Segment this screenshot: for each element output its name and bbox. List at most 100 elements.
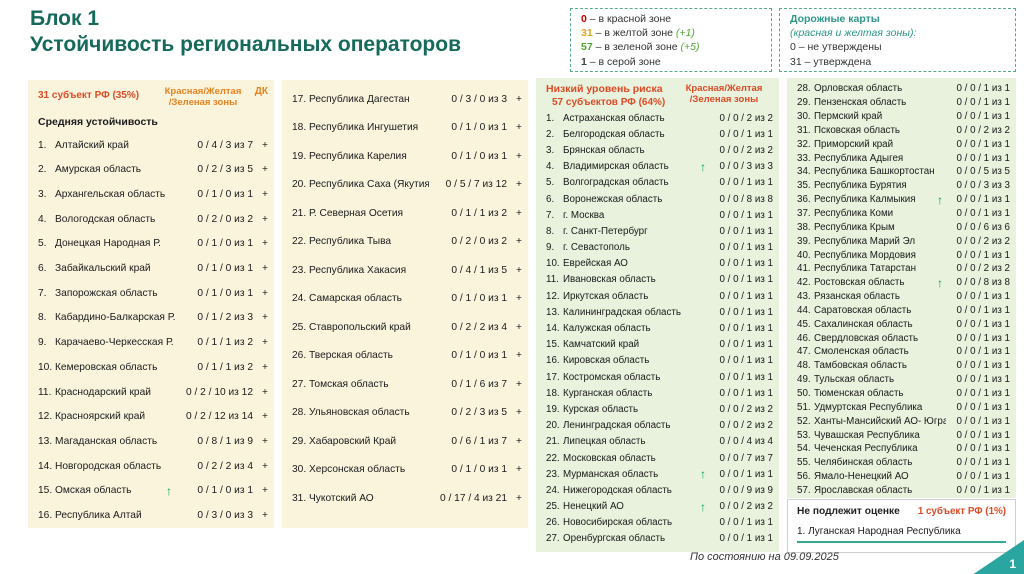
zone-values: 0 / 0 / 1 из 1: [719, 533, 773, 545]
region-row: 54. Чеченская Республика 0 / 0 / 1 из 1: [797, 442, 1010, 456]
page-number: 1: [1009, 557, 1016, 571]
legend-roadmaps-title: Дорожные карты: [790, 13, 880, 25]
zone-values: 0 / 1 / 0 из 1: [197, 189, 253, 200]
zone-values: 0 / 0 / 1 из 1: [956, 83, 1010, 95]
zone-values: 0 / 0 / 5 из 5: [956, 166, 1010, 178]
roadmap-plus: +: [516, 150, 522, 162]
region-number: 51.: [797, 401, 811, 413]
medium-subtitle: Средняя устойчивость: [38, 115, 158, 128]
zone-values: 0 / 1 / 0 из 1: [451, 122, 507, 134]
legend-roadmaps: Дорожные карты (красная и желтая зоны): …: [779, 8, 1016, 72]
region-name: Запорожская область: [55, 287, 158, 299]
roadmap-plus: +: [262, 485, 268, 497]
region-row: 5. Донецкая Народная Р. 0 / 1 / 0 из 1 +: [38, 232, 268, 257]
zone-values: 0 / 1 / 0 из 1: [451, 350, 507, 362]
region-number: 57.: [797, 484, 811, 496]
zone-values: 0 / 0 / 1 из 1: [956, 429, 1010, 441]
region-row: 6. Воронежская область 0 / 0 / 8 из 8: [546, 191, 773, 207]
region-row: 27. Оренбургская область 0 / 0 / 1 из 1: [546, 531, 773, 547]
roadmap-legend-item: 0 – не утверждены: [790, 41, 882, 54]
zone-values: 0 / 1 / 0 из 1: [197, 287, 253, 299]
roadmap-plus: +: [262, 411, 268, 423]
region-name: Ленинградская область: [563, 420, 671, 432]
region-row: 36. Республика Калмыкия ↑ 0 / 0 / 1 из 1: [797, 193, 1010, 207]
region-name: Ульяновская область: [309, 407, 410, 419]
zone-values: 0 / 1 / 0 из 1: [451, 293, 507, 305]
region-row: 15. Камчатский край 0 / 0 / 1 из 1: [546, 337, 773, 353]
panel-medium-stability-col2: 17. Республика Дагестан 0 / 3 / 0 из 3 +18.…: [282, 80, 528, 528]
not-assessed-box: Не подлежит оценке 1 субъект РФ (1%) 1. …: [787, 499, 1016, 553]
region-name: Чеченская Республика: [814, 443, 918, 455]
region-name: Забайкальский край: [55, 263, 151, 275]
zone-values: 0 / 17 / 4 из 21: [440, 492, 507, 504]
legend-zone-item: 57 – в зеленой зоне (+5): [581, 41, 700, 54]
page-title-line1: Блок 1: [30, 7, 100, 30]
zone-values: 0 / 0 / 1 из 1: [956, 346, 1010, 358]
region-row: 10. Кемеровская область 0 / 1 / 1 из 2 +: [38, 355, 268, 380]
region-name: Пермский край: [814, 111, 883, 123]
region-name: Приморский край: [814, 138, 894, 150]
region-number: 24.: [292, 293, 307, 305]
zone-values: 0 / 0 / 1 из 1: [956, 360, 1010, 372]
region-number: 7.: [38, 287, 47, 299]
improvement-up-arrow-icon: ↑: [937, 192, 943, 207]
region-number: 25.: [292, 321, 307, 333]
legend-zone-item: 0 – в красной зоне: [581, 13, 672, 25]
region-row: 41. Республика Татарстан 0 / 0 / 2 из 2: [797, 262, 1010, 276]
zone-values: 0 / 0 / 1 из 1: [956, 401, 1010, 413]
region-name: Республика Башкортостан: [814, 166, 935, 178]
zone-values: 0 / 0 / 8 из 8: [719, 193, 773, 205]
region-number: 48.: [797, 360, 811, 372]
region-row: 8. Кабардино-Балкарская Р. 0 / 1 / 2 из 3 +: [38, 306, 268, 331]
region-name: Волгоградская область: [563, 177, 669, 189]
region-name: Кабардино-Балкарская Р.: [55, 312, 175, 324]
region-name: Донецкая Народная Р.: [55, 238, 161, 250]
region-number: 11.: [38, 386, 52, 398]
roadmap-plus: +: [516, 122, 522, 134]
region-number: 17.: [292, 93, 307, 105]
region-number: 16.: [546, 355, 560, 367]
region-row: 5. Волгоградская область 0 / 0 / 1 из 1: [546, 175, 773, 191]
zone-values: 0 / 0 / 1 из 1: [956, 97, 1010, 109]
zone-values: 0 / 0 / 3 из 3: [956, 180, 1010, 192]
region-name: Тюменская область: [814, 387, 904, 399]
roadmap-plus: +: [516, 236, 522, 248]
region-number: 23.: [292, 264, 307, 276]
zone-values: 0 / 3 / 0 из 3: [451, 93, 507, 105]
not-assessed-title: Не подлежит оценке: [797, 506, 900, 517]
region-name: Ханты-Мансийский АО- Югра: [814, 415, 946, 427]
region-row: 39. Республика Марий Эл 0 / 0 / 2 из 2: [797, 234, 1010, 248]
region-name: Брянская область: [563, 144, 645, 156]
region-name: Ненецкий АО: [563, 501, 624, 513]
legend-zone-item: 1 – в серой зоне: [581, 55, 661, 68]
zone-values: 0 / 0 / 6 из 6: [956, 221, 1010, 233]
region-number: 1.: [38, 139, 47, 151]
region-number: 13.: [546, 306, 560, 318]
region-row: 46. Свердловская область 0 / 0 / 1 из 1: [797, 331, 1010, 345]
region-row: 12. Красноярский край 0 / 2 / 12 из 14 +: [38, 404, 268, 429]
region-name: Республика Калмыкия: [814, 194, 916, 206]
panel-medium-header: 31 субъект РФ (35%) Красная/Желтая /Зеле…: [28, 80, 274, 109]
region-name: Республика Мордовия: [814, 249, 916, 261]
roadmap-plus: +: [516, 378, 522, 390]
region-name: Архангельская область: [55, 189, 166, 200]
region-name: Сахалинская область: [814, 318, 913, 330]
region-row: 3. Архангельская область 0 / 1 / 0 из 1 +: [38, 182, 268, 207]
region-name: Республика Ингушетия: [309, 122, 419, 134]
region-name: Еврейская АО: [563, 258, 628, 270]
region-row: 53. Чувашская Республика 0 / 0 / 1 из 1: [797, 428, 1010, 442]
zone-values: 0 / 0 / 1 из 1: [719, 242, 773, 254]
region-name: Республика Дагестан: [309, 93, 410, 105]
region-name: Республика Карелия: [309, 150, 407, 162]
region-row: 18. Курганская область 0 / 0 / 1 из 1: [546, 385, 773, 401]
region-number: 29.: [797, 97, 811, 109]
region-number: 15.: [546, 339, 560, 351]
panel-low-header: Низкий уровень риска 57 субъектов РФ (64…: [536, 78, 779, 110]
region-number: 10.: [38, 361, 53, 373]
region-name: Республика Крым: [814, 221, 895, 233]
region-row: 18. Республика Ингушетия 0 / 1 / 0 из 1 +: [292, 114, 522, 143]
region-row: 48. Тамбовская область 0 / 0 / 1 из 1: [797, 359, 1010, 373]
roadmap-plus: +: [516, 350, 522, 362]
region-name: Владимирская область: [563, 161, 669, 173]
